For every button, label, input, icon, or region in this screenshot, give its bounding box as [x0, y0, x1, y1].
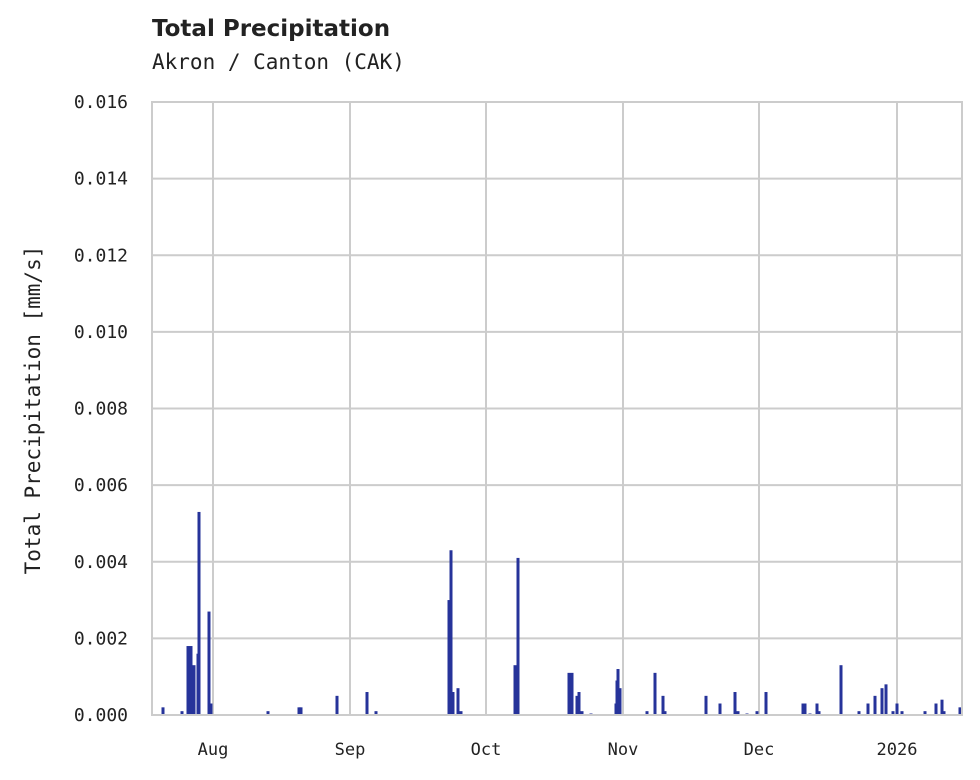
precip-bar — [567, 672, 571, 715]
precip-bar — [449, 550, 453, 715]
x-tick-label: Dec — [744, 740, 775, 760]
precip-bar — [192, 665, 196, 715]
precip-bar — [736, 711, 740, 715]
precip-bar — [513, 665, 517, 715]
x-tick-label: 2026 — [877, 740, 918, 760]
precip-bar — [866, 703, 870, 715]
y-tick-label: 0.002 — [74, 628, 128, 649]
precip-bar — [447, 600, 451, 715]
precip-bar — [923, 711, 927, 715]
chart-title: Total Precipitation — [152, 16, 391, 42]
x-tick-label: Sep — [335, 740, 366, 760]
x-tick-label: Oct — [471, 740, 502, 760]
precip-bar — [704, 695, 708, 715]
precip-bar — [570, 672, 574, 715]
precip-bar — [839, 665, 843, 715]
x-tick-label: Nov — [608, 740, 639, 760]
precip-bar — [207, 611, 211, 715]
precip-bar — [718, 703, 722, 715]
precip-bar — [299, 707, 303, 715]
precip-bar — [857, 711, 861, 715]
precip-bar — [618, 688, 622, 715]
precip-bar — [575, 695, 579, 715]
y-tick-label: 0.006 — [74, 475, 128, 496]
precip-bar — [900, 711, 904, 715]
precip-bar — [459, 711, 463, 715]
y-tick-label: 0.008 — [74, 399, 128, 420]
y-tick-label: 0.016 — [74, 92, 128, 113]
grid-lines — [152, 101, 962, 716]
x-axis-ticks: Aug Sep Oct Nov Dec 2026 — [198, 740, 918, 760]
precip-bar — [663, 711, 667, 715]
bar-series — [161, 511, 962, 715]
precip-bar — [755, 711, 759, 715]
precip-bar — [516, 557, 520, 715]
precip-bar — [209, 703, 213, 715]
y-axis-label: Total Precipitation [mm/s] — [21, 246, 45, 575]
precip-bar — [733, 692, 737, 715]
precip-bar — [815, 703, 819, 715]
y-axis-ticks: 0.000 0.002 0.004 0.006 0.008 0.010 0.012 0.014… — [74, 92, 128, 726]
precip-bar — [873, 695, 877, 715]
precip-bar — [580, 711, 584, 715]
precip-bar — [196, 653, 200, 715]
precip-bar — [895, 703, 899, 715]
precip-bar — [934, 703, 938, 715]
precip-bar — [940, 699, 944, 715]
y-tick-label: 0.004 — [74, 552, 128, 573]
precip-bar — [942, 711, 946, 715]
chart-subtitle: Akron / Canton (CAK) — [152, 50, 405, 74]
precip-bar — [958, 707, 962, 715]
precip-bar — [335, 695, 339, 715]
precip-bar — [817, 711, 821, 715]
precip-bar — [661, 695, 665, 715]
y-tick-label: 0.014 — [74, 169, 128, 190]
precip-bar — [189, 646, 193, 715]
y-tick-label: 0.012 — [74, 245, 128, 266]
precip-bar — [266, 711, 270, 715]
precip-bar — [197, 511, 201, 715]
y-tick-label: 0.010 — [74, 322, 128, 343]
y-tick-label: 0.000 — [74, 705, 128, 726]
precip-bar — [801, 703, 805, 715]
precip-bar — [891, 711, 895, 715]
precip-bar — [764, 692, 768, 715]
precip-bar — [456, 688, 460, 715]
precip-bar — [880, 688, 884, 715]
precip-bar — [180, 711, 184, 715]
precip-bar — [451, 692, 455, 715]
precip-bar — [616, 669, 620, 715]
precip-bar — [653, 672, 657, 715]
precip-bar — [645, 711, 649, 715]
precip-bar — [884, 684, 888, 715]
precip-bar — [803, 703, 807, 715]
precip-bar — [161, 707, 165, 715]
precip-bar — [374, 711, 378, 715]
precip-bar — [577, 692, 581, 715]
plot-frame — [151, 101, 963, 716]
x-tick-label: Aug — [198, 740, 229, 760]
precip-bar — [297, 707, 301, 715]
precip-bar — [186, 646, 190, 715]
precip-bar — [365, 692, 369, 715]
